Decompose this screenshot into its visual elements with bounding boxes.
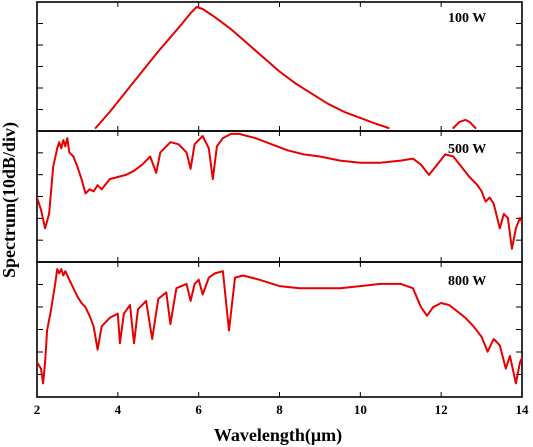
x-tick-label: 4 bbox=[115, 402, 122, 417]
spectrum-line bbox=[37, 132, 522, 250]
panel-1: 100 W bbox=[36, 1, 523, 132]
x-tick-label: 8 bbox=[276, 402, 283, 417]
panels-layer: 100 W 500 W 800 W bbox=[36, 1, 523, 398]
x-tick-label: 2 bbox=[34, 402, 41, 417]
y-axis-title: Spectrum(10dB/div) bbox=[0, 122, 20, 278]
x-tick-label: 6 bbox=[195, 402, 202, 417]
panel-label: 800 W bbox=[448, 274, 486, 289]
panel-label: 500 W bbox=[448, 142, 486, 157]
x-tick-label: 14 bbox=[516, 402, 530, 417]
x-tick-label: 10 bbox=[354, 402, 367, 417]
panel-2: 500 W bbox=[36, 130, 523, 263]
panel-3: 800 W bbox=[36, 261, 523, 398]
spectrum-line bbox=[94, 6, 390, 129]
spectrum-line bbox=[37, 268, 522, 385]
x-tick-label: 12 bbox=[435, 402, 448, 417]
x-axis-title: Wavelength(μm) bbox=[214, 425, 342, 446]
panel-label: 100 W bbox=[448, 11, 486, 26]
x-axis: 2 4 6 8 10 12 14 bbox=[34, 402, 529, 417]
spectrum-line-secondary bbox=[452, 118, 477, 129]
